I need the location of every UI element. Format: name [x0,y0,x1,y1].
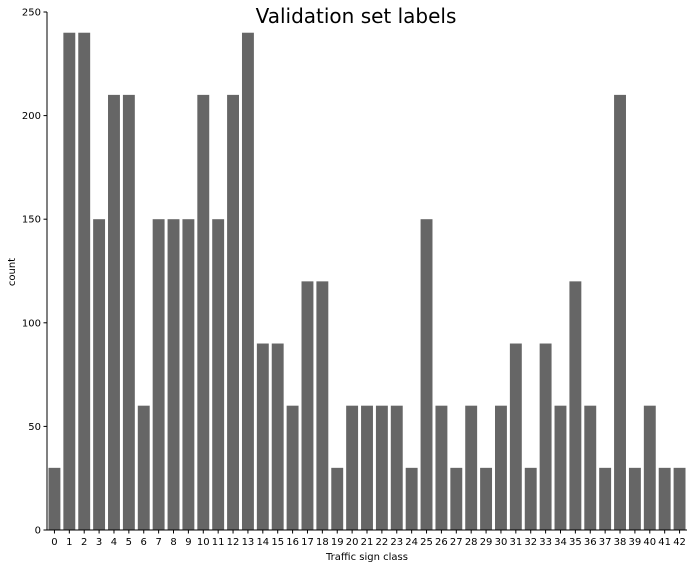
x-tick-label: 14 [256,537,269,548]
bar-class-31 [509,343,522,530]
bar-class-36 [584,405,597,530]
x-axis-label: Traffic sign class [325,552,408,563]
x-tick-label: 15 [271,537,284,548]
x-tick-label: 25 [420,537,433,548]
bar-class-37 [599,467,612,530]
x-tick-label: 11 [212,537,225,548]
x-tick-label: 6 [141,537,147,548]
x-axis: 0 1 2 3 4 5 6 7 8 9 10 11 12 13 14 15 16 17 18 19 20 21 22 23 24… [47,529,687,548]
bar-class-13 [241,32,254,530]
x-tick-label: 34 [554,537,567,548]
bar-class-32 [524,467,537,530]
y-tick-label: 250 [22,8,41,19]
x-tick-label: 17 [301,537,314,548]
bar-class-0 [48,467,61,530]
x-tick-label: 5 [126,537,132,548]
bar-class-39 [628,467,641,530]
bar-class-21 [361,405,373,530]
bar-class-30 [495,405,507,530]
x-tick-label: 36 [584,537,597,548]
bar-class-4 [108,94,120,530]
y-axis: 0 50 100 150 200 250 [22,8,48,537]
bar-class-38 [614,94,626,530]
x-tick-label: 24 [405,537,418,548]
bar-class-35 [569,281,582,530]
bar-class-12 [227,94,239,530]
x-tick-label: 12 [227,537,240,548]
bars-group [48,32,686,530]
y-tick-label: 50 [28,422,41,433]
x-tick-label: 0 [51,537,57,548]
bar-class-1 [63,32,76,530]
bar-class-11 [212,219,225,530]
x-tick-label: 29 [480,537,493,548]
x-tick-label: 21 [361,537,374,548]
bar-class-3 [93,219,106,530]
x-tick-label: 37 [599,537,612,548]
x-tick-label: 27 [450,537,463,548]
x-tick-label: 18 [316,537,329,548]
x-tick-label: 7 [155,537,161,548]
bar-class-28 [465,405,478,530]
x-tick-label: 40 [643,537,656,548]
x-tick-label: 9 [185,537,191,548]
y-tick-label: 200 [22,111,41,122]
bar-class-27 [450,467,463,530]
bar-class-17 [301,281,314,530]
bar-class-15 [271,343,284,530]
x-tick-label: 35 [569,537,582,548]
bar-class-41 [658,467,671,530]
x-tick-label: 2 [81,537,87,548]
x-tick-label: 33 [539,537,552,548]
x-tick-label: 20 [346,537,359,548]
bar-class-16 [286,405,299,530]
x-tick-label: 26 [435,537,448,548]
bar-class-22 [375,405,388,530]
x-tick-label: 31 [509,537,522,548]
x-tick-label: 3 [96,537,102,548]
y-axis-label: count [7,258,18,286]
bar-class-24 [405,467,418,530]
bar-class-25 [420,219,433,530]
x-tick-label: 38 [614,537,627,548]
bar-class-23 [390,405,403,530]
x-tick-label: 10 [197,537,210,548]
x-tick-label: 30 [495,537,508,548]
bar-class-9 [182,219,195,530]
x-tick-label: 1 [66,537,72,548]
x-tick-label: 23 [390,537,403,548]
x-tick-label: 4 [111,537,117,548]
y-tick-label: 100 [22,318,41,329]
bar-class-5 [122,94,135,530]
bar-class-20 [346,405,359,530]
bar-class-6 [137,405,150,530]
x-tick-label: 39 [629,537,642,548]
bar-class-2 [78,32,91,530]
bar-class-10 [197,94,210,530]
x-tick-label: 16 [286,537,299,548]
bar-class-33 [539,343,552,530]
bar-class-14 [256,343,269,530]
x-tick-label: 22 [376,537,389,548]
x-tick-label: 32 [524,537,537,548]
x-tick-label: 28 [465,537,478,548]
x-tick-label: 42 [673,537,686,548]
bar-class-18 [316,281,329,530]
x-tick-label: 19 [331,537,344,548]
bar-class-7 [152,219,165,530]
bar-class-34 [554,405,567,530]
x-tick-label: 41 [658,537,671,548]
bar-class-42 [673,467,686,530]
bar-class-19 [331,467,344,530]
bar-class-40 [643,405,656,530]
y-tick-label: 0 [35,526,41,537]
bar-class-26 [435,405,448,530]
x-tick-label: 8 [170,537,176,548]
bar-class-8 [167,219,180,530]
x-tick-label: 13 [242,537,255,548]
y-tick-label: 150 [22,215,41,226]
chart-title: Validation set labels [256,4,457,28]
bar-class-29 [480,467,493,530]
